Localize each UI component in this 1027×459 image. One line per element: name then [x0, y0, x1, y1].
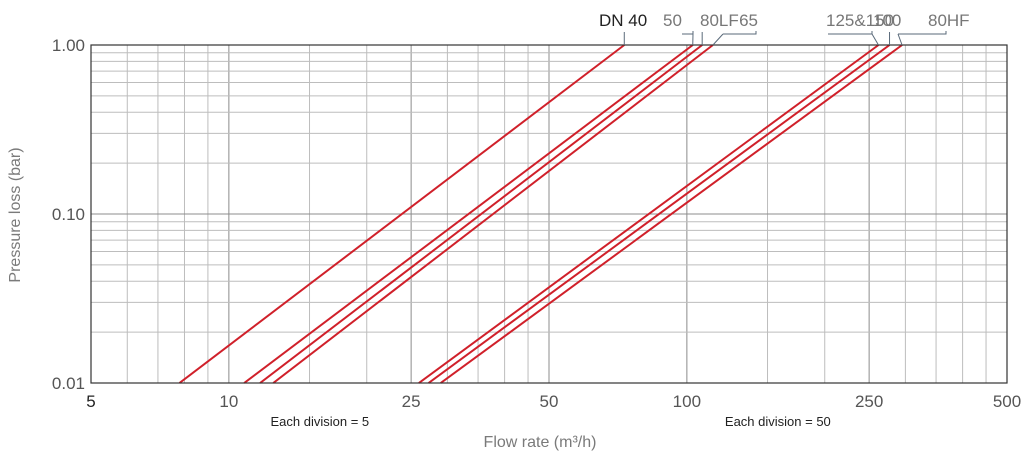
- series-line: [440, 44, 903, 384]
- series-line: [418, 44, 880, 384]
- y-tick-label: 1.00: [52, 36, 85, 55]
- y-tick-label: 0.01: [52, 374, 85, 393]
- x-tick-label: 50: [540, 392, 559, 411]
- series-label-leader: [712, 31, 757, 46]
- y-axis-title: Pressure loss (bar): [7, 147, 24, 282]
- grid-lines: [90, 44, 1008, 384]
- x-tick-label: 5: [86, 392, 95, 411]
- series-line: [259, 44, 703, 384]
- x-tick-label: 100: [673, 392, 701, 411]
- series-label-leader: [682, 31, 694, 46]
- tick-labels: 5 10 25 50 100 250 500 0.01 0.10 1.00: [52, 36, 1021, 411]
- series-lines: [178, 44, 903, 384]
- x-tick-label: 25: [402, 392, 421, 411]
- series-label: 50: [663, 11, 682, 30]
- division-annotation: Each division = 5: [271, 414, 370, 429]
- series-label: DN 40: [599, 11, 647, 30]
- series-line: [243, 44, 694, 384]
- series-line: [428, 44, 891, 384]
- division-annotation: Each division = 50: [725, 414, 831, 429]
- series-label-leader: [828, 31, 879, 46]
- x-tick-label: 10: [219, 392, 238, 411]
- series-label: 125&150: [826, 11, 894, 30]
- x-tick-label: 500: [993, 392, 1021, 411]
- y-tick-label: 0.10: [52, 205, 85, 224]
- series-label: 100: [873, 11, 901, 30]
- annotations: Each division = 5 Each division = 50: [271, 414, 831, 429]
- x-axis-title: Flow rate (m³/h): [484, 434, 597, 451]
- series-label: 80LF: [700, 11, 739, 30]
- x-tick-label: 250: [855, 392, 883, 411]
- series-label: 80HF: [928, 11, 970, 30]
- series-line: [272, 44, 714, 384]
- plot-frame: [90, 44, 1008, 384]
- series-label-leader: [897, 31, 947, 46]
- series-line: [178, 44, 625, 384]
- series-label: 65: [739, 11, 758, 30]
